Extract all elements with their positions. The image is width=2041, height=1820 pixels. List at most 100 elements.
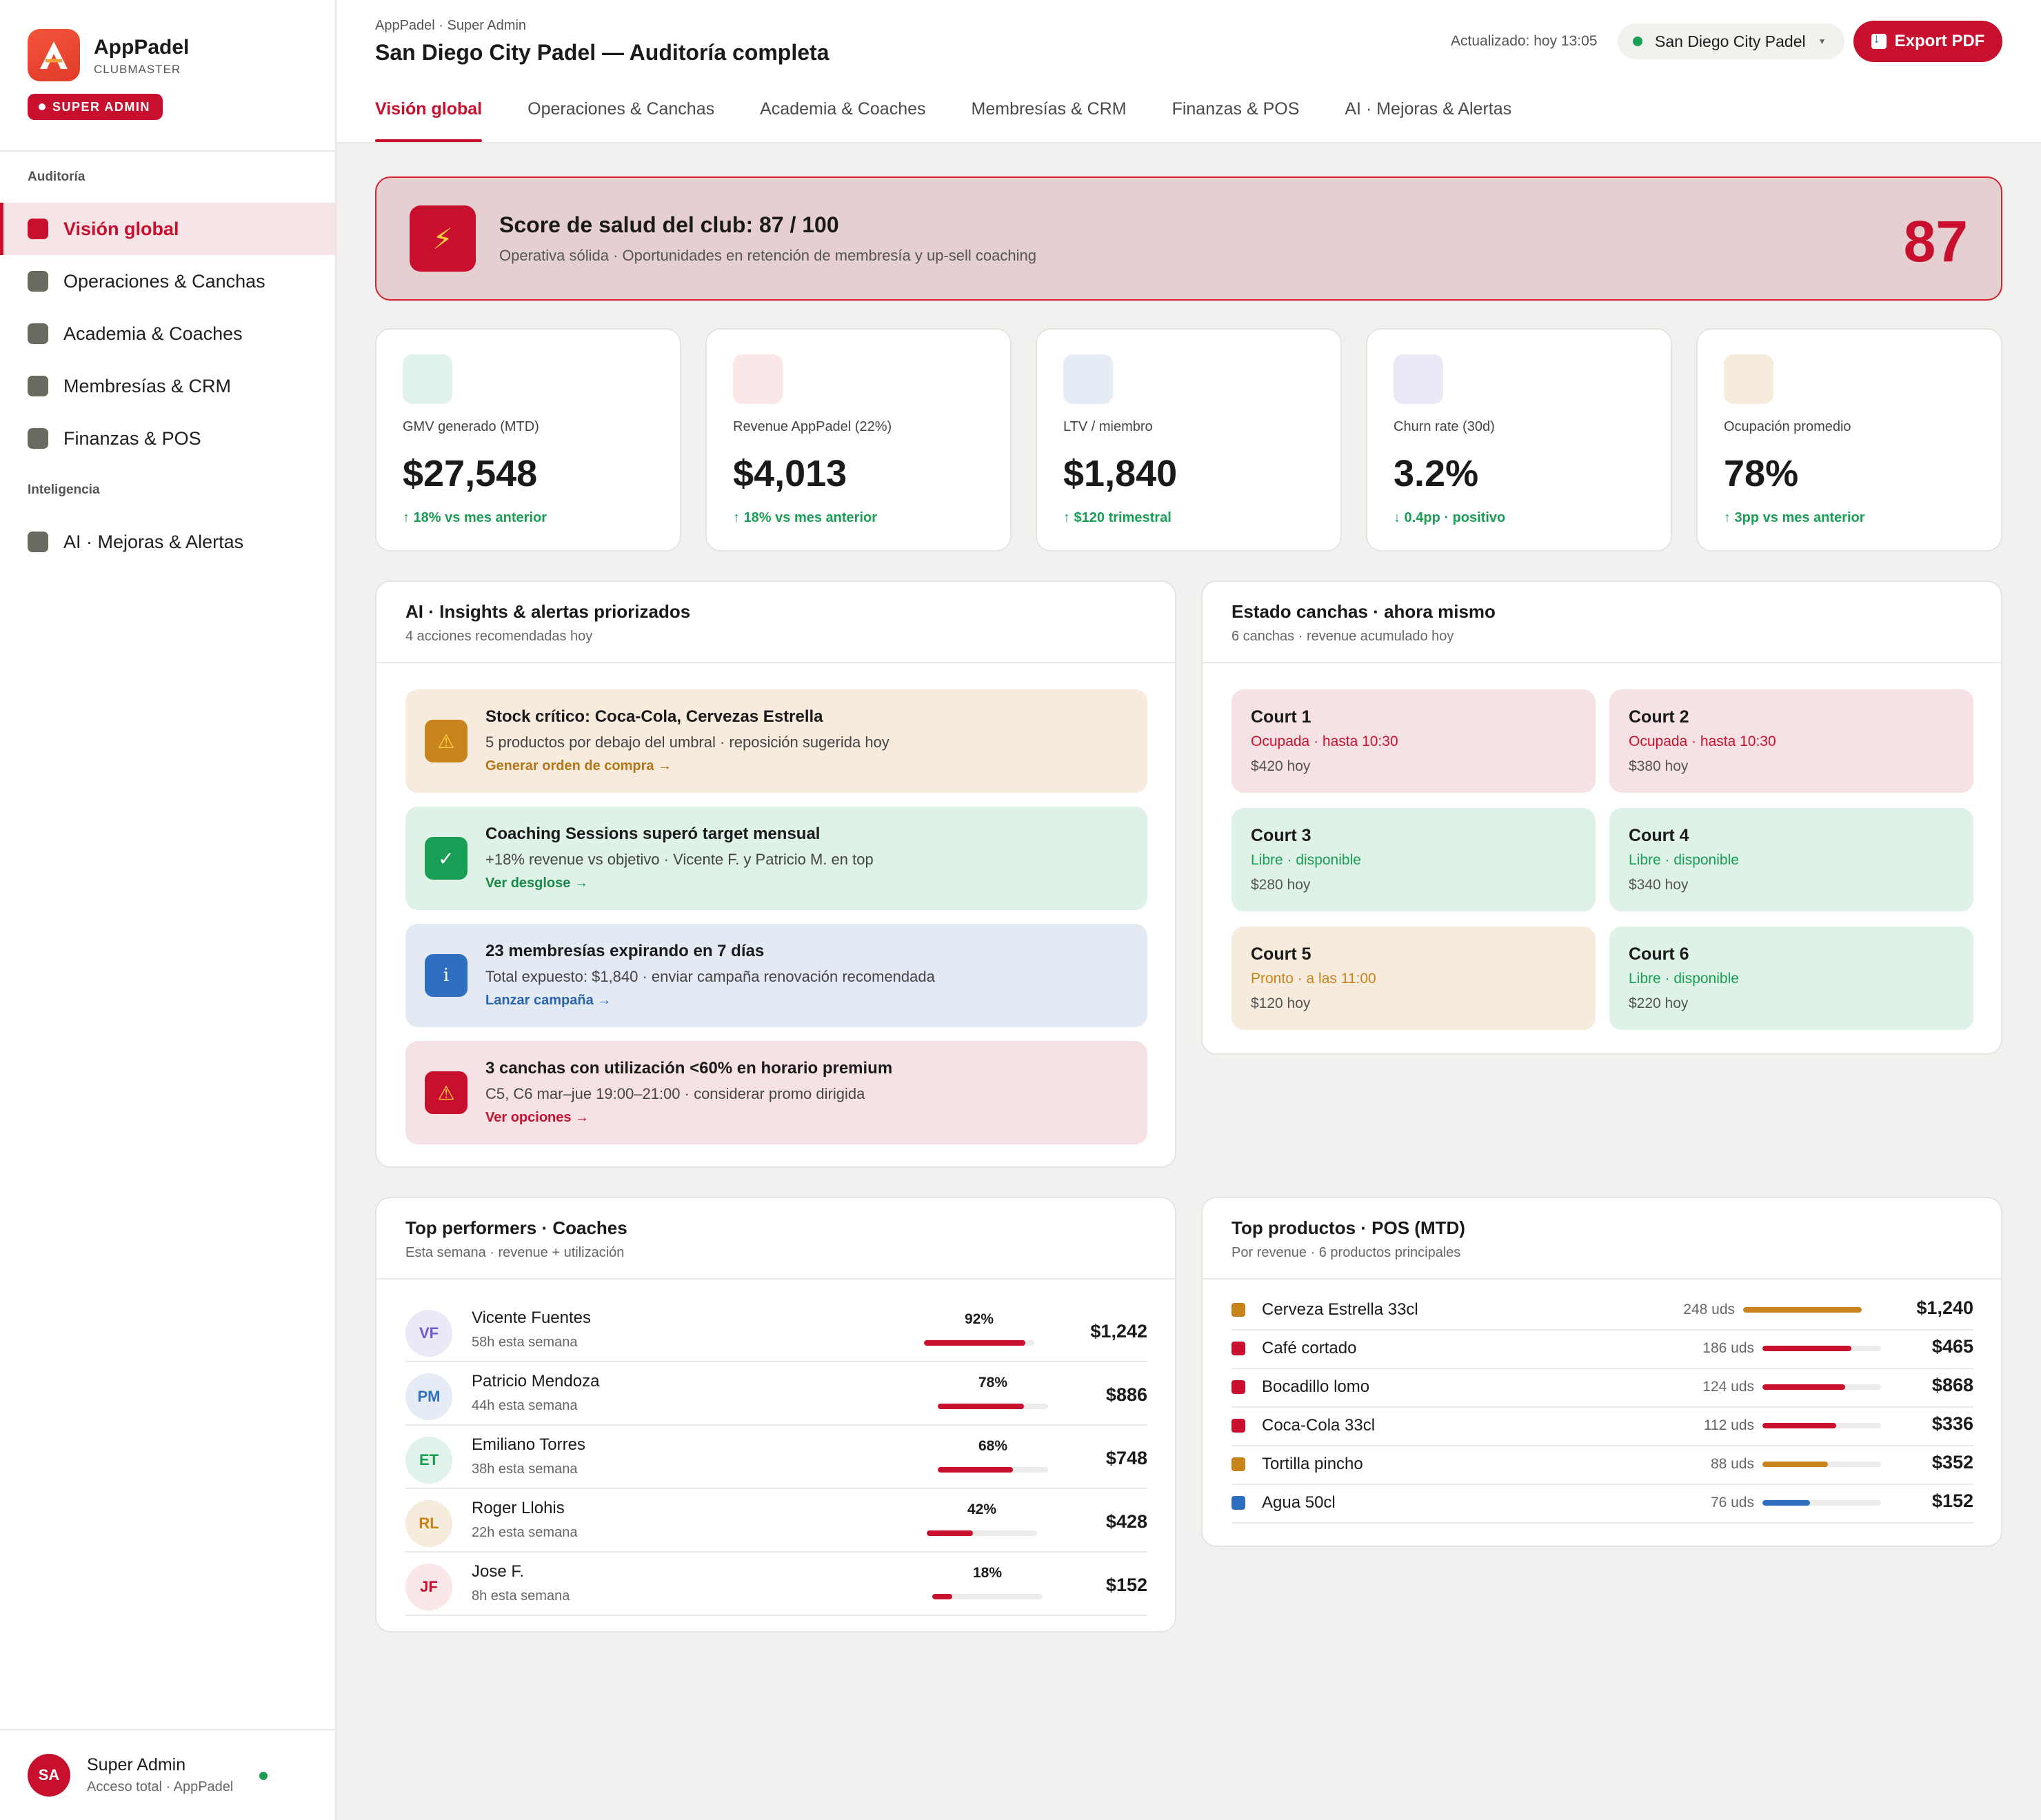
coach-utilization-bar — [938, 1467, 1048, 1473]
insight-title: 3 canchas con utilización <60% en horari… — [485, 1059, 893, 1078]
tab-finanzas[interactable]: Finanzas & POS — [1172, 99, 1300, 119]
page-title: San Diego City Padel — Auditoría complet… — [375, 40, 830, 65]
product-row[interactable]: Agua 50cl 76 uds $152 — [1231, 1485, 1973, 1524]
product-name: Café cortado — [1262, 1339, 1357, 1357]
court-card[interactable]: Court 6 Libre · disponible $220 hoy — [1609, 927, 1973, 1030]
coach-avatar: ET — [405, 1437, 452, 1484]
products-panel: Top productos · POS (MTD) Por revenue · … — [1201, 1197, 2002, 1547]
sidebar-divider — [0, 150, 336, 152]
product-name: Bocadillo lomo — [1262, 1377, 1370, 1396]
product-share-fill — [1762, 1500, 1810, 1506]
product-row[interactable]: Tortilla pincho 88 uds $352 — [1231, 1446, 1973, 1485]
court-name: Court 1 — [1251, 707, 1311, 727]
insights-subtitle: 4 acciones recomendadas hoy — [405, 629, 593, 644]
court-card[interactable]: Court 5 Pronto · a las 11:00 $120 hoy — [1231, 927, 1596, 1030]
sidebar-item-operaciones[interactable]: Operaciones & Canchas — [0, 255, 335, 307]
sidebar-bottom-divider — [0, 1729, 336, 1730]
score-value: 87 — [1903, 209, 1968, 274]
sidebar-item-academia[interactable]: Academia & Coaches — [0, 307, 335, 360]
insight-action-link[interactable]: Ver opciones → — [485, 1110, 590, 1125]
court-status: Libre · disponible — [1629, 971, 1739, 987]
tab-vision-global[interactable]: Visión global — [375, 99, 483, 142]
court-revenue: $380 hoy — [1629, 758, 1689, 774]
product-share-bar — [1762, 1462, 1881, 1467]
product-row[interactable]: Bocadillo lomo 124 uds $868 — [1231, 1369, 1973, 1408]
product-units: 112 uds — [1703, 1417, 1754, 1433]
product-row[interactable]: Coca-Cola 33cl 112 uds $336 — [1231, 1408, 1973, 1446]
coaches-subtitle: Esta semana · revenue + utilización — [405, 1245, 625, 1260]
user-profile[interactable]: SA Super Admin Acceso total · AppPadel — [28, 1754, 233, 1797]
coach-hours: 8h esta semana — [472, 1588, 570, 1604]
ai-icon — [28, 532, 48, 552]
sidebar-item-vision-global[interactable]: Visión global — [0, 203, 335, 255]
sidebar-item-ai[interactable]: AI · Mejoras & Alertas — [0, 516, 335, 568]
tab-membresias[interactable]: Membresías & CRM — [971, 99, 1127, 119]
tab-operaciones[interactable]: Operaciones & Canchas — [527, 99, 715, 119]
insight-card: i 23 membresías expirando en 7 días Total … — [405, 924, 1147, 1027]
product-row[interactable]: Café cortado 186 uds $465 — [1231, 1331, 1973, 1369]
insight-action-link[interactable]: Ver desglose → — [485, 876, 588, 891]
coach-utilization-bar — [932, 1594, 1043, 1599]
export-pdf-button[interactable]: Export PDF — [1853, 21, 2002, 62]
insight-action-link[interactable]: Lanzar campaña → — [485, 993, 612, 1008]
insight-desc: 5 productos por debajo del umbral · repo… — [485, 734, 889, 751]
club-selector[interactable]: San Diego City Padel ▼ — [1618, 23, 1844, 59]
product-color-icon — [1231, 1303, 1245, 1317]
info-icon: i — [425, 954, 467, 997]
brand[interactable]: AppPadel CLUBMASTER — [28, 29, 189, 81]
kpi-label: Ocupación promedio — [1724, 419, 1851, 434]
kpi-value: $27,548 — [403, 453, 538, 494]
court-name: Court 3 — [1251, 826, 1311, 845]
product-revenue: $465 — [1931, 1336, 1973, 1357]
tab-ai[interactable]: AI · Mejoras & Alertas — [1345, 99, 1512, 119]
court-revenue: $280 hoy — [1251, 877, 1311, 893]
court-name: Court 5 — [1251, 944, 1311, 964]
avatar: SA — [28, 1754, 70, 1797]
court-status: Ocupada · hasta 10:30 — [1629, 734, 1776, 749]
court-card[interactable]: Court 4 Libre · disponible $340 hoy — [1609, 808, 1973, 911]
courts-panel: Estado canchas · ahora mismo 6 canchas ·… — [1201, 580, 2002, 1055]
product-name: Tortilla pincho — [1262, 1455, 1363, 1473]
court-revenue: $220 hoy — [1629, 995, 1689, 1011]
membresias-icon — [28, 376, 48, 396]
vision-global-icon — [28, 219, 48, 239]
sidebar-item-membresias[interactable]: Membresías & CRM — [0, 360, 335, 412]
product-share-fill — [1762, 1346, 1851, 1351]
coach-utilization-fill — [932, 1594, 952, 1599]
product-share-bar — [1762, 1500, 1881, 1506]
kpi-delta: ↑ 3pp vs mes anterior — [1724, 510, 1865, 525]
coach-row[interactable]: JF Jose F. 8h esta semana 18% $152 — [405, 1553, 1147, 1616]
revenue-icon — [733, 354, 783, 404]
court-card[interactable]: Court 2 Ocupada · hasta 10:30 $380 hoy — [1609, 689, 1973, 793]
court-status: Ocupada · hasta 10:30 — [1251, 734, 1398, 749]
product-share-bar — [1762, 1384, 1881, 1390]
product-share-fill — [1762, 1384, 1846, 1390]
coach-hours: 22h esta semana — [472, 1525, 578, 1540]
product-row[interactable]: Cerveza Estrella 33cl 248 uds $1,240 — [1231, 1292, 1973, 1331]
coach-avatar: RL — [405, 1500, 452, 1547]
court-revenue: $420 hoy — [1251, 758, 1311, 774]
product-units: 76 uds — [1710, 1495, 1754, 1510]
breadcrumb: AppPadel · Super Admin — [375, 18, 527, 33]
tab-academia[interactable]: Academia & Coaches — [760, 99, 926, 119]
coach-utilization-fill — [938, 1467, 1013, 1473]
product-color-icon — [1231, 1380, 1245, 1394]
ltv-icon — [1063, 354, 1113, 404]
insight-title: 23 membresías expirando en 7 días — [485, 942, 765, 960]
product-color-icon — [1231, 1342, 1245, 1355]
coach-utilization-label: 92% — [964, 1311, 994, 1327]
coach-row[interactable]: PM Patricio Mendoza 44h esta semana 78% $886 — [405, 1362, 1147, 1426]
sidebar-item-finanzas[interactable]: Finanzas & POS — [0, 412, 335, 465]
coach-row[interactable]: VF Vicente Fuentes 58h esta semana 92% $1,24… — [405, 1299, 1147, 1362]
coach-avatar: PM — [405, 1373, 452, 1420]
insight-action-link[interactable]: Generar orden de compra → — [485, 758, 672, 774]
court-status: Libre · disponible — [1629, 852, 1739, 868]
coach-utilization-fill — [924, 1340, 1026, 1346]
product-color-icon — [1231, 1457, 1245, 1471]
coach-revenue: $1,242 — [1090, 1321, 1147, 1342]
court-card[interactable]: Court 3 Libre · disponible $280 hoy — [1231, 808, 1596, 911]
insights-title: AI · Insights & alertas priorizados — [405, 601, 691, 622]
coach-row[interactable]: ET Emiliano Torres 38h esta semana 68% $748 — [405, 1426, 1147, 1489]
coach-row[interactable]: RL Roger Llohis 22h esta semana 42% $428 — [405, 1489, 1147, 1553]
court-card[interactable]: Court 1 Ocupada · hasta 10:30 $420 hoy — [1231, 689, 1596, 793]
